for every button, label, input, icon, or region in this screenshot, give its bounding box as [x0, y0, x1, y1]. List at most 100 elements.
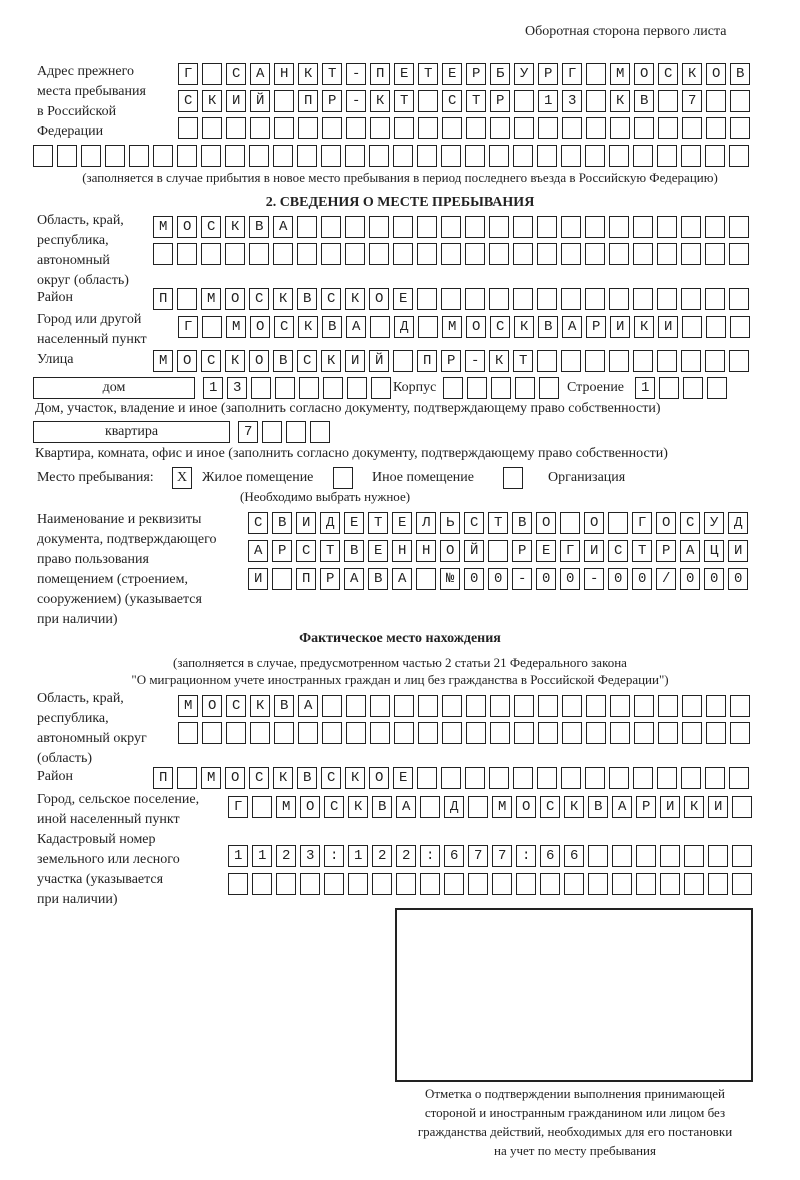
letter-cell[interactable]	[286, 421, 306, 443]
letter-cell[interactable]	[442, 90, 462, 112]
letter-cell[interactable]	[297, 243, 317, 265]
letter-cell[interactable]	[394, 90, 414, 112]
letter-cell[interactable]	[250, 117, 270, 139]
letter-cell[interactable]	[420, 796, 440, 818]
letter-cell[interactable]	[177, 243, 197, 265]
letter-cell[interactable]	[492, 845, 512, 867]
letter-cell[interactable]	[262, 421, 282, 443]
letter-cell[interactable]	[440, 568, 460, 590]
letter-cell[interactable]	[488, 568, 508, 590]
letter-cell[interactable]	[177, 767, 197, 789]
letter-cell[interactable]	[153, 145, 173, 167]
letter-cell[interactable]	[273, 216, 293, 238]
letter-cell[interactable]	[585, 350, 605, 372]
letter-cell[interactable]	[202, 695, 222, 717]
letter-cell[interactable]	[632, 512, 652, 534]
letter-cell[interactable]	[276, 845, 296, 867]
letter-cell[interactable]	[612, 796, 632, 818]
letter-cell[interactable]	[249, 243, 269, 265]
letter-cell[interactable]	[537, 350, 557, 372]
letter-cell[interactable]	[226, 722, 246, 744]
letter-cell[interactable]	[610, 695, 630, 717]
letter-cell[interactable]	[732, 873, 752, 895]
letter-cell[interactable]	[177, 288, 197, 310]
letter-cell[interactable]	[178, 695, 198, 717]
letter-cell[interactable]	[273, 145, 293, 167]
letter-cell[interactable]	[201, 288, 221, 310]
letter-cell[interactable]	[225, 767, 245, 789]
letter-cell[interactable]	[466, 695, 486, 717]
letter-cell[interactable]	[394, 316, 414, 338]
letter-cell[interactable]	[489, 145, 509, 167]
letter-cell[interactable]	[540, 845, 560, 867]
letter-cell[interactable]	[297, 145, 317, 167]
letter-cell[interactable]	[706, 117, 726, 139]
letter-cell[interactable]	[540, 796, 560, 818]
letter-cell[interactable]	[609, 288, 629, 310]
letter-cell[interactable]	[201, 350, 221, 372]
letter-cell[interactable]	[560, 568, 580, 590]
letter-cell[interactable]	[248, 512, 268, 534]
letter-cell[interactable]	[609, 350, 629, 372]
letter-cell[interactable]	[153, 288, 173, 310]
letter-cell[interactable]	[250, 316, 270, 338]
letter-cell[interactable]	[228, 873, 248, 895]
letter-cell[interactable]	[201, 145, 221, 167]
letter-cell[interactable]	[466, 316, 486, 338]
letter-cell[interactable]	[276, 873, 296, 895]
letter-cell[interactable]	[346, 695, 366, 717]
doc-row-1[interactable]: СВИДЕТЕЛЬСТВО О ГОСУД	[248, 512, 752, 534]
letter-cell[interactable]	[273, 288, 293, 310]
letter-cell[interactable]	[178, 316, 198, 338]
letter-cell[interactable]	[297, 767, 317, 789]
letter-cell[interactable]	[298, 316, 318, 338]
actual-region-row-1[interactable]: МОСКВА	[178, 695, 754, 717]
letter-cell[interactable]	[296, 568, 316, 590]
letter-cell[interactable]	[586, 117, 606, 139]
letter-cell[interactable]	[248, 540, 268, 562]
letter-cell[interactable]	[228, 845, 248, 867]
letter-cell[interactable]	[512, 540, 532, 562]
letter-cell[interactable]	[153, 767, 173, 789]
letter-cell[interactable]	[440, 512, 460, 534]
letter-cell[interactable]	[441, 767, 461, 789]
letter-cell[interactable]	[708, 796, 728, 818]
letter-cell[interactable]	[634, 722, 654, 744]
letter-cell[interactable]	[370, 695, 390, 717]
letter-cell[interactable]	[538, 63, 558, 85]
letter-cell[interactable]	[514, 722, 534, 744]
letter-cell[interactable]	[300, 845, 320, 867]
letter-cell[interactable]	[345, 145, 365, 167]
letter-cell[interactable]	[610, 90, 630, 112]
letter-cell[interactable]	[81, 145, 101, 167]
letter-cell[interactable]	[322, 316, 342, 338]
letter-cell[interactable]	[513, 243, 533, 265]
letter-cell[interactable]	[536, 540, 556, 562]
letter-cell[interactable]	[682, 117, 702, 139]
cadastre-row-2[interactable]	[228, 873, 756, 895]
letter-cell[interactable]	[310, 421, 330, 443]
letter-cell[interactable]	[444, 845, 464, 867]
letter-cell[interactable]	[228, 796, 248, 818]
letter-cell[interactable]	[536, 568, 556, 590]
letter-cell[interactable]	[562, 90, 582, 112]
letter-cell[interactable]	[562, 722, 582, 744]
letter-cell[interactable]	[516, 873, 536, 895]
letter-cell[interactable]	[680, 540, 700, 562]
letter-cell[interactable]	[488, 512, 508, 534]
letter-cell[interactable]	[348, 873, 368, 895]
letter-cell[interactable]	[225, 243, 245, 265]
letter-cell[interactable]	[706, 63, 726, 85]
letter-cell[interactable]	[612, 873, 632, 895]
letter-cell[interactable]	[274, 117, 294, 139]
letter-cell[interactable]	[608, 512, 628, 534]
letter-cell[interactable]	[464, 568, 484, 590]
letter-cell[interactable]	[730, 316, 750, 338]
letter-cell[interactable]	[274, 90, 294, 112]
letter-cell[interactable]	[610, 722, 630, 744]
letter-cell[interactable]	[202, 316, 222, 338]
letter-cell[interactable]	[728, 512, 748, 534]
letter-cell[interactable]	[728, 540, 748, 562]
letter-cell[interactable]	[272, 512, 292, 534]
letter-cell[interactable]	[538, 695, 558, 717]
